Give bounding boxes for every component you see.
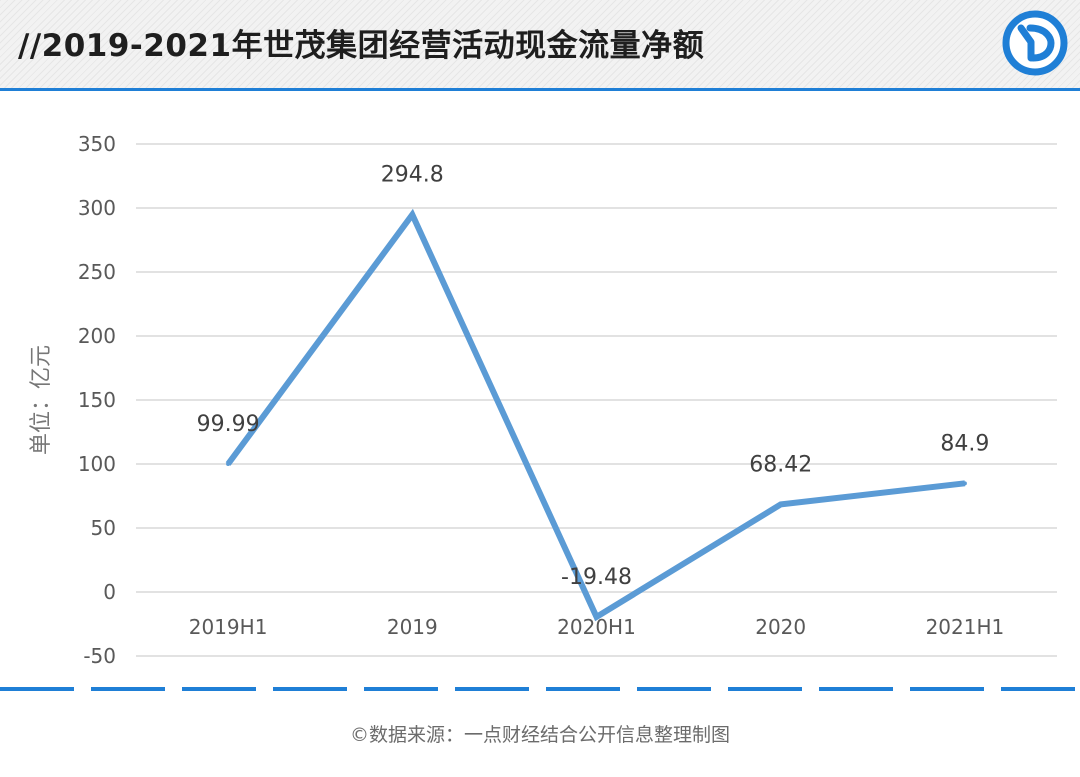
y-tick-label: 350 <box>78 132 116 156</box>
data-label: 68.42 <box>749 452 812 477</box>
data-point <box>594 614 599 619</box>
data-label: 294.8 <box>381 163 444 188</box>
header-divider <box>0 88 1080 91</box>
source-note: ©数据来源：一点财经结合公开信息整理制图 <box>349 724 730 746</box>
y-tick-label: 150 <box>78 388 116 412</box>
yidian-logo-icon <box>1002 10 1068 76</box>
page-title: //2019-2021年世茂集团经营活动现金流量净额 <box>18 28 705 64</box>
data-label: -19.48 <box>561 565 632 590</box>
x-tick-label: 2020 <box>755 615 806 639</box>
y-tick-label: 250 <box>78 260 116 284</box>
x-tick-label: 2019 <box>387 615 438 639</box>
series-line <box>225 208 966 622</box>
y-axis-label: 单位：亿元 <box>29 345 54 455</box>
data-point <box>226 462 231 467</box>
x-tick-label: 2019H1 <box>189 615 268 639</box>
y-tick-label: -50 <box>83 644 116 668</box>
y-tick-label: 300 <box>78 196 116 220</box>
data-point <box>962 481 967 486</box>
y-tick-label: 100 <box>78 452 116 476</box>
header-banner <box>0 0 1080 88</box>
data-label: 99.99 <box>197 412 260 437</box>
data-point <box>778 502 783 507</box>
y-tick-label: 200 <box>78 324 116 348</box>
data-label: 84.9 <box>940 431 989 456</box>
y-tick-label: 50 <box>91 516 116 540</box>
y-tick-label: 0 <box>103 580 116 604</box>
data-point <box>410 212 415 217</box>
x-tick-label: 2021H1 <box>926 615 1005 639</box>
footer-divider <box>0 687 1080 691</box>
